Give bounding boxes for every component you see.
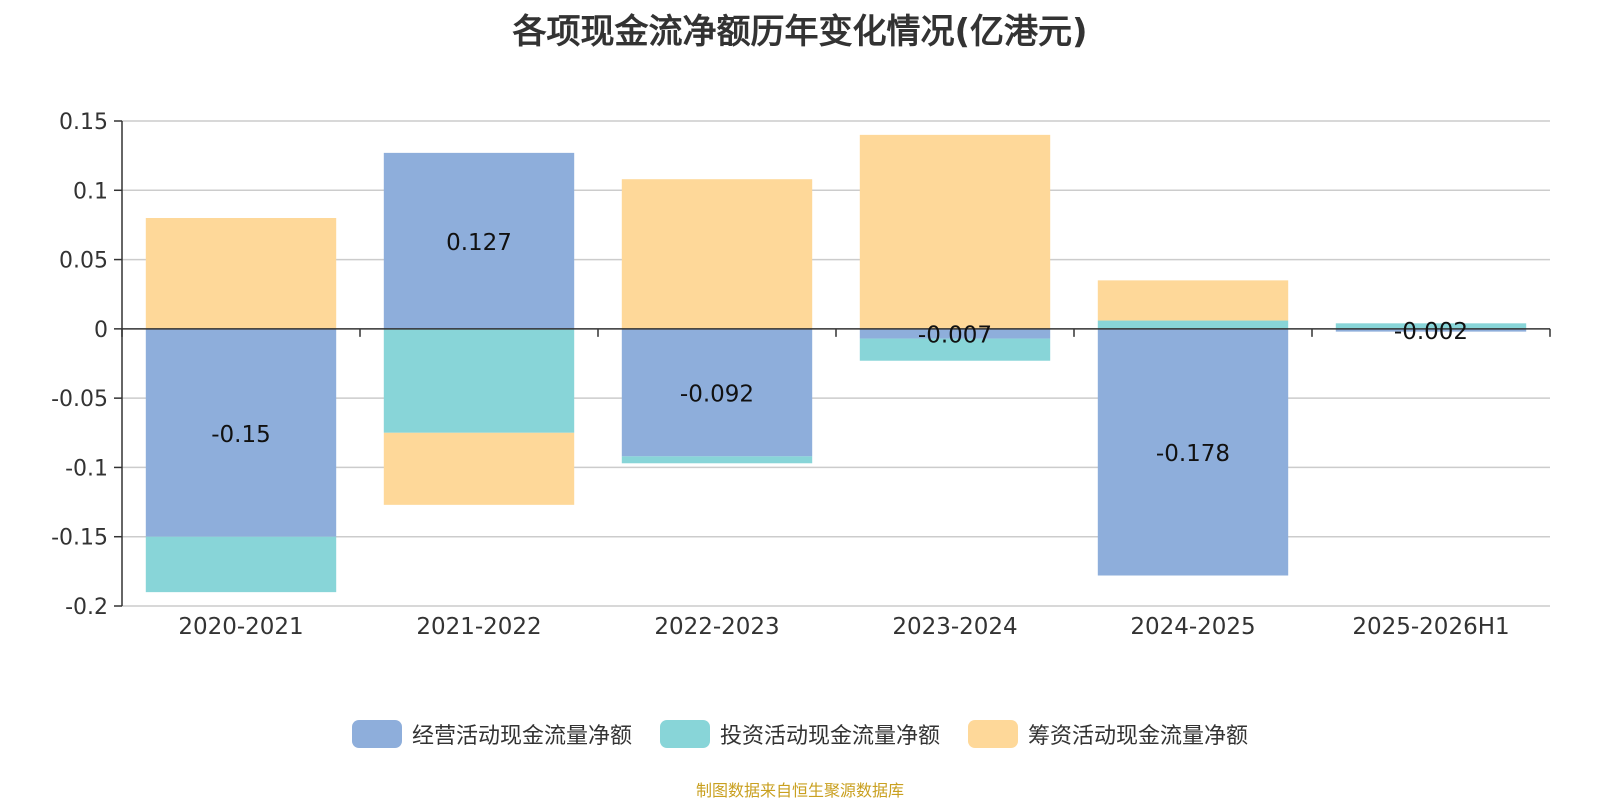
data-label: -0.178 bbox=[1156, 441, 1230, 467]
y-tick-label: 0.15 bbox=[59, 110, 108, 135]
bar-segment bbox=[145, 328, 337, 537]
y-tick-label: -0.1 bbox=[65, 456, 108, 481]
legend-item-financing[interactable]: 筹资活动现金流量净额 bbox=[968, 718, 1248, 750]
bar-segment bbox=[1097, 320, 1289, 329]
legend-label-investing: 投资活动现金流量净额 bbox=[719, 724, 940, 749]
chart-title: 各项现金流净额历年变化情况(亿港元) bbox=[512, 12, 1088, 52]
bar-segment bbox=[145, 536, 337, 593]
label-layer: 2020-2021 2021-2022 2022-2023 2023-2024 2024… bbox=[178, 230, 1509, 640]
bar-segment bbox=[383, 328, 575, 433]
legend-swatch-operating bbox=[351, 720, 402, 748]
y-tick-label: -0.2 bbox=[65, 595, 108, 620]
axis-layer: 0.15 0.1 0.05 0 -0.05 -0.1 -0.15 -0.2 bbox=[51, 110, 1551, 620]
legend-label-operating: 经营活动现金流量净额 bbox=[411, 724, 632, 749]
legend-swatch-financing bbox=[968, 720, 1018, 748]
x-tick-label: 2021-2022 bbox=[416, 614, 541, 640]
bar-segment bbox=[383, 152, 575, 329]
bar-segment bbox=[383, 432, 575, 505]
bar-layer bbox=[145, 134, 1527, 593]
x-tick-label: 2023-2024 bbox=[892, 614, 1017, 640]
y-tick-label: 0.1 bbox=[73, 179, 108, 204]
x-tick-label: 2024-2025 bbox=[1130, 614, 1255, 640]
bar-segment bbox=[621, 179, 813, 329]
grid-layer bbox=[122, 120, 1550, 607]
data-label: -0.092 bbox=[680, 382, 754, 408]
legend-label-financing: 筹资活动现金流量净额 bbox=[1028, 724, 1249, 749]
bar-segment bbox=[1097, 328, 1289, 576]
y-tick-label: 0.05 bbox=[59, 249, 108, 274]
bar-segment bbox=[1335, 323, 1527, 329]
bar-segment bbox=[859, 338, 1051, 361]
y-tick-label: -0.15 bbox=[51, 526, 108, 551]
legend-swatch-investing bbox=[659, 720, 710, 748]
bar-segment bbox=[859, 134, 1051, 329]
y-tick-label: -0.05 bbox=[51, 387, 108, 412]
bar-segment bbox=[145, 218, 337, 329]
legend: 经营活动现金流量净额 投资活动现金流量净额 筹资活动现金流量净额 bbox=[0, 718, 1600, 750]
bar-segment bbox=[859, 328, 1051, 339]
y-tick-label: 0 bbox=[94, 318, 108, 343]
bar-segment bbox=[1335, 328, 1527, 332]
bar-segment bbox=[1097, 280, 1289, 321]
bar-segment bbox=[621, 328, 813, 457]
x-tick-label: 2025-2026H1 bbox=[1352, 614, 1509, 640]
source-note: 制图数据来自恒生聚源数据库 bbox=[695, 781, 904, 800]
bar-segment bbox=[621, 456, 813, 464]
x-tick-label: 2020-2021 bbox=[178, 614, 303, 640]
x-tick-label: 2022-2023 bbox=[654, 614, 779, 640]
data-label: -0.007 bbox=[918, 323, 992, 349]
data-label: -0.15 bbox=[211, 422, 271, 448]
legend-item-investing[interactable]: 投资活动现金流量净额 bbox=[659, 718, 940, 750]
data-label: 0.127 bbox=[446, 230, 512, 256]
legend-item-operating[interactable]: 经营活动现金流量净额 bbox=[351, 718, 632, 750]
data-label: -0.002 bbox=[1394, 319, 1468, 345]
